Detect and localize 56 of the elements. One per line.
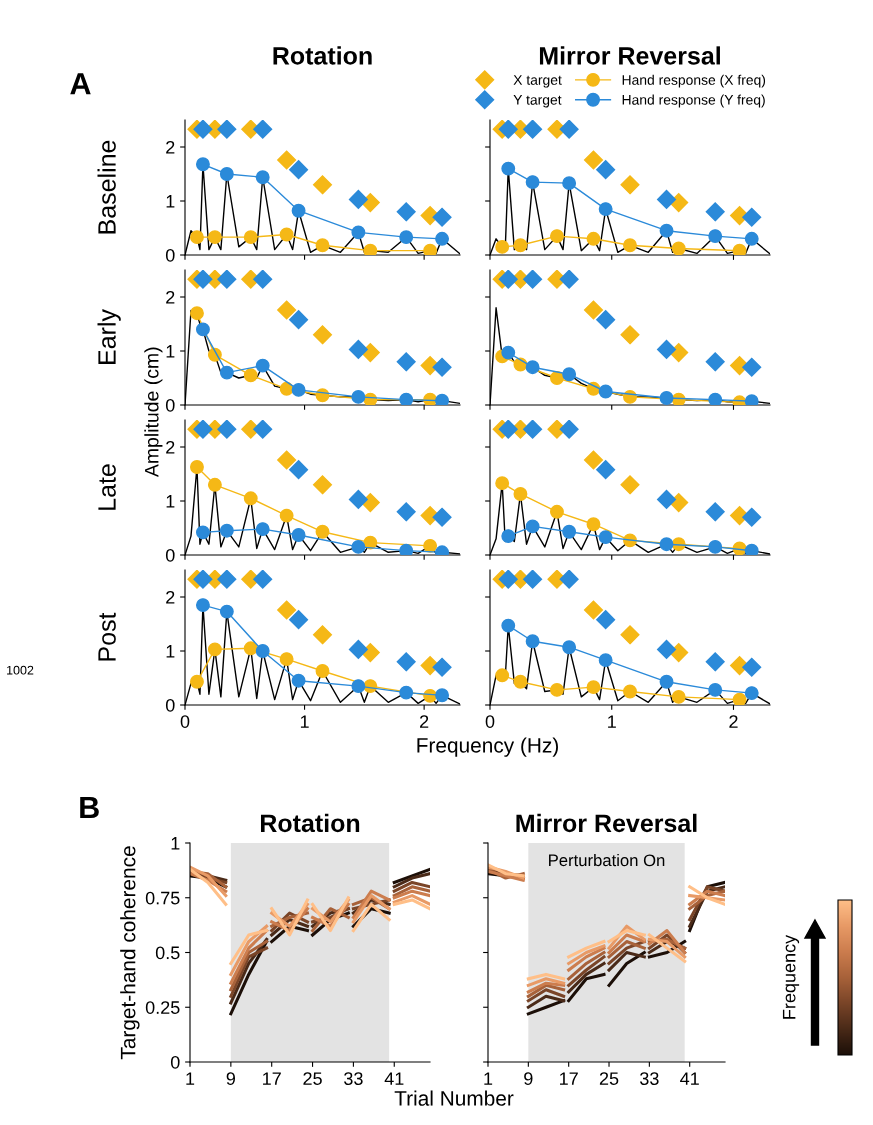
y-tick-label: 2 xyxy=(166,290,175,304)
y-tick-label: 0.25 xyxy=(145,1001,180,1014)
y-tick-label: 0 xyxy=(165,698,175,712)
y-axis-title: Post xyxy=(98,612,116,661)
text: A xyxy=(70,73,91,95)
x-tick-label: 41 xyxy=(384,1072,404,1085)
legend-label: Hand response (X freq) xyxy=(622,74,766,88)
x-tick-label: 9 xyxy=(226,1072,236,1085)
text: Amplitude (cm) xyxy=(144,347,163,478)
y-tick-label: 0 xyxy=(165,248,175,262)
x-tick-label: 33 xyxy=(640,1072,659,1085)
y-axis-title: Early xyxy=(97,309,121,364)
x-tick-label: 1 xyxy=(186,1072,195,1085)
y-tick-label: 1 xyxy=(166,495,175,508)
x-tick-label: 41 xyxy=(680,1072,699,1085)
x-tick-label: 1 xyxy=(484,1072,493,1085)
y-tick-label: 0.75 xyxy=(145,891,180,905)
legend-label: X target xyxy=(513,75,562,88)
y-tick-label: 1 xyxy=(166,195,175,208)
y-tick-label: 1 xyxy=(166,345,175,358)
y-tick-label: 1 xyxy=(171,837,180,850)
x-axis-title: Trial Number xyxy=(394,1090,514,1106)
y-axis-title: Target-hand coherence xyxy=(120,846,140,1060)
x-tick-label: 2 xyxy=(420,715,429,728)
x-tick-label: 25 xyxy=(599,1072,619,1085)
chart-title: Rotation xyxy=(260,813,360,833)
y-tick-label: 0 xyxy=(170,1055,180,1069)
chart-title: Mirror Reversal xyxy=(516,813,697,833)
x-tick-label: 1 xyxy=(608,715,616,728)
y-tick-label: 2 xyxy=(166,440,175,454)
x-tick-label: 1 xyxy=(300,715,309,728)
y-tick-label: 0 xyxy=(165,398,175,412)
y-tick-label: 0.5 xyxy=(155,946,180,960)
legend-label: Hand response (Y freq) xyxy=(622,94,765,108)
x-tick-label: 9 xyxy=(524,1072,533,1085)
x-tick-label: 33 xyxy=(344,1072,363,1085)
y-axis-title: Baseline xyxy=(97,140,116,234)
x-tick-label: 0 xyxy=(180,715,190,728)
x-axis-title: Frequency (Hz) xyxy=(417,737,558,757)
y-tick-label: 2 xyxy=(166,590,175,604)
chart-title: Mirror Reversal xyxy=(539,46,720,65)
x-tick-label: 2 xyxy=(729,715,738,728)
y-tick-label: 0 xyxy=(165,548,175,562)
text: B xyxy=(80,797,99,819)
y-tick-label: 2 xyxy=(166,140,175,154)
chart-title: Rotation xyxy=(273,46,372,65)
y-axis-title: Late xyxy=(98,464,116,510)
x-tick-label: 17 xyxy=(560,1072,578,1085)
x-tick-label: 25 xyxy=(303,1072,322,1085)
x-tick-label: 17 xyxy=(263,1072,281,1085)
text: 1002 xyxy=(7,665,34,675)
y-tick-label: 1 xyxy=(166,645,175,658)
color-bar-title: Frequency xyxy=(782,934,800,1019)
band-label: Perturbation On xyxy=(549,853,665,867)
legend-label: Y target xyxy=(513,95,562,108)
x-tick-label: 0 xyxy=(485,715,495,728)
